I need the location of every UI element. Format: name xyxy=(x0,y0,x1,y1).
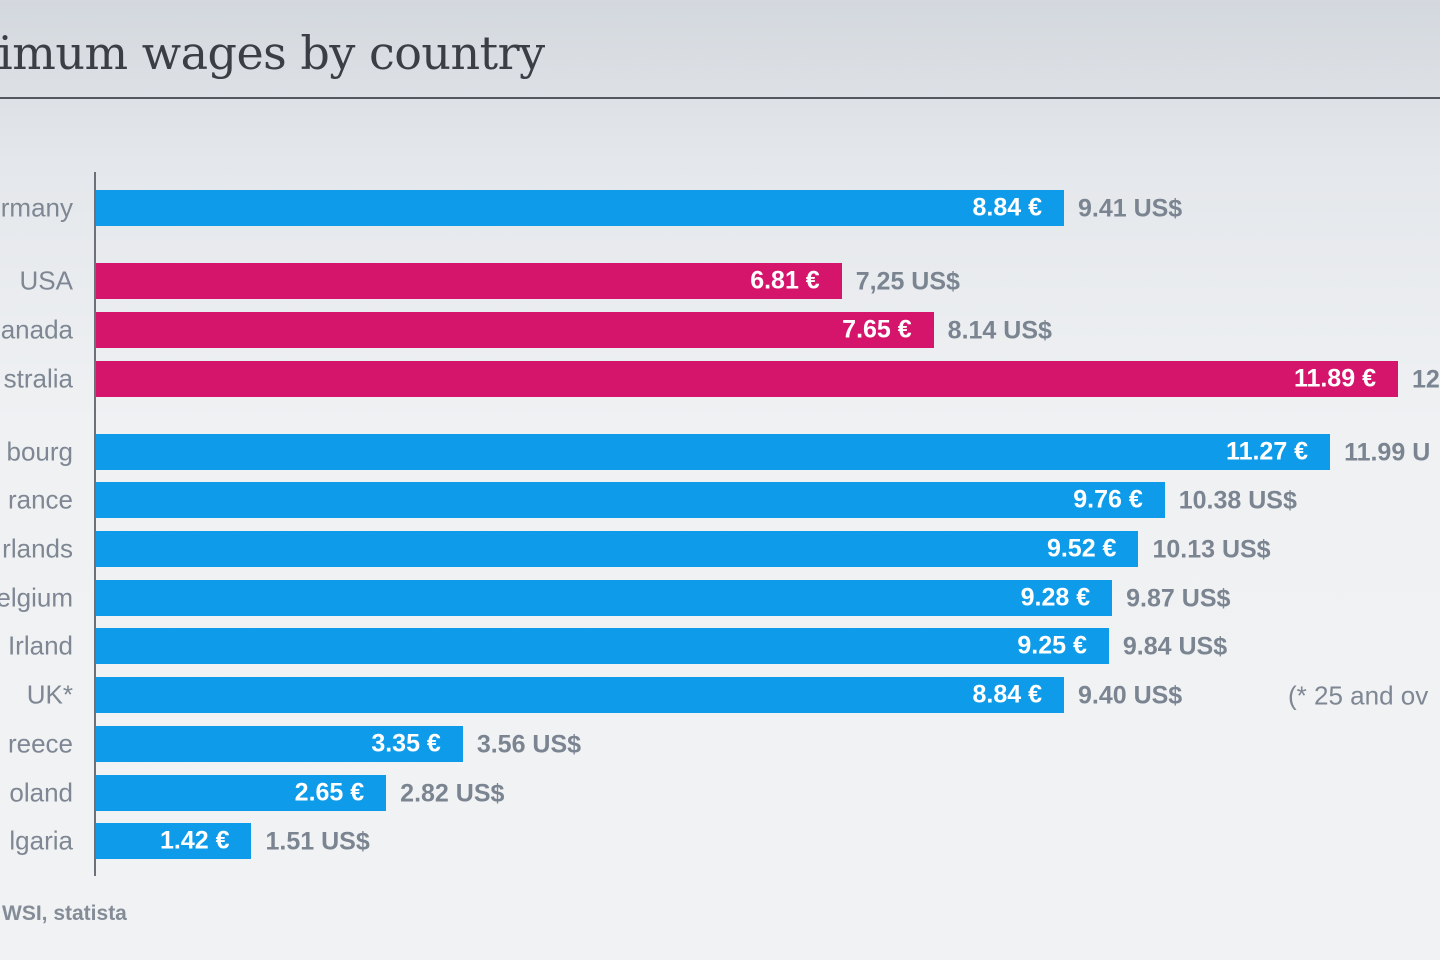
usd-value-label: 10.13 US$ xyxy=(1152,535,1271,564)
usd-value-label: 9.41 US$ xyxy=(1077,194,1183,223)
eur-value-label: 9.52 € xyxy=(1046,534,1117,563)
eur-value-label: 9.28 € xyxy=(1020,583,1091,612)
bar xyxy=(96,312,934,348)
category-label: Irland xyxy=(7,630,73,661)
usd-value-label: 9.40 US$ xyxy=(1077,681,1183,710)
usd-value-label: 11.99 U xyxy=(1344,438,1431,467)
bar xyxy=(96,190,1064,226)
category-label: reece xyxy=(7,728,73,759)
bar xyxy=(96,580,1113,616)
usd-value-label: 7,25 US$ xyxy=(855,267,960,296)
category-label: bourg xyxy=(6,436,74,467)
category-label: lgaria xyxy=(9,825,73,856)
bar xyxy=(96,263,842,299)
usd-value-label: 10.38 US$ xyxy=(1178,486,1297,515)
eur-value-label: 1.42 € xyxy=(159,826,230,855)
eur-value-label: 11.27 € xyxy=(1226,437,1309,466)
bar xyxy=(96,726,463,762)
footnote: (* 25 and ov xyxy=(1288,680,1429,711)
chart-title: imum wages by country xyxy=(0,26,545,80)
bar xyxy=(96,677,1064,713)
eur-value-label: 6.81 € xyxy=(750,266,820,295)
eur-value-label: 11.89 € xyxy=(1293,364,1376,393)
eur-value-label: 7.65 € xyxy=(842,315,912,344)
bar xyxy=(96,823,252,859)
eur-value-label: 3.35 € xyxy=(371,729,441,758)
category-label: anada xyxy=(0,314,73,345)
usd-value-label: 8.14 US$ xyxy=(947,316,1052,345)
eur-value-label: 8.84 € xyxy=(972,680,1042,709)
category-label: elgium xyxy=(0,582,73,613)
usd-value-label: 2.82 US$ xyxy=(400,779,505,808)
bar xyxy=(96,775,387,811)
eur-value-label: 9.25 € xyxy=(1017,631,1087,660)
bar xyxy=(96,531,1139,567)
y-axis-line xyxy=(94,172,96,876)
title-divider xyxy=(0,97,1440,99)
category-label: stralia xyxy=(3,363,73,394)
source-note: WSI, statista xyxy=(2,902,127,925)
usd-value-label: 12. xyxy=(1411,365,1440,394)
usd-value-label: 3.56 US$ xyxy=(476,730,582,759)
eur-value-label: 9.76 € xyxy=(1073,485,1143,514)
category-label: USA xyxy=(19,265,73,296)
eur-value-label: 2.65 € xyxy=(294,778,365,807)
usd-value-label: 9.84 US$ xyxy=(1122,632,1228,661)
bar xyxy=(96,482,1165,518)
bar xyxy=(96,361,1398,397)
category-label: rmany xyxy=(0,192,73,223)
category-label: rance xyxy=(7,484,73,515)
category-label: rlands xyxy=(2,533,73,564)
bar xyxy=(96,434,1331,470)
category-label: UK* xyxy=(26,679,73,710)
bar xyxy=(96,628,1109,664)
eur-value-label: 8.84 € xyxy=(972,193,1042,222)
category-label: oland xyxy=(9,777,73,808)
usd-value-label: 9.87 US$ xyxy=(1126,584,1231,613)
usd-value-label: 1.51 US$ xyxy=(265,827,370,856)
